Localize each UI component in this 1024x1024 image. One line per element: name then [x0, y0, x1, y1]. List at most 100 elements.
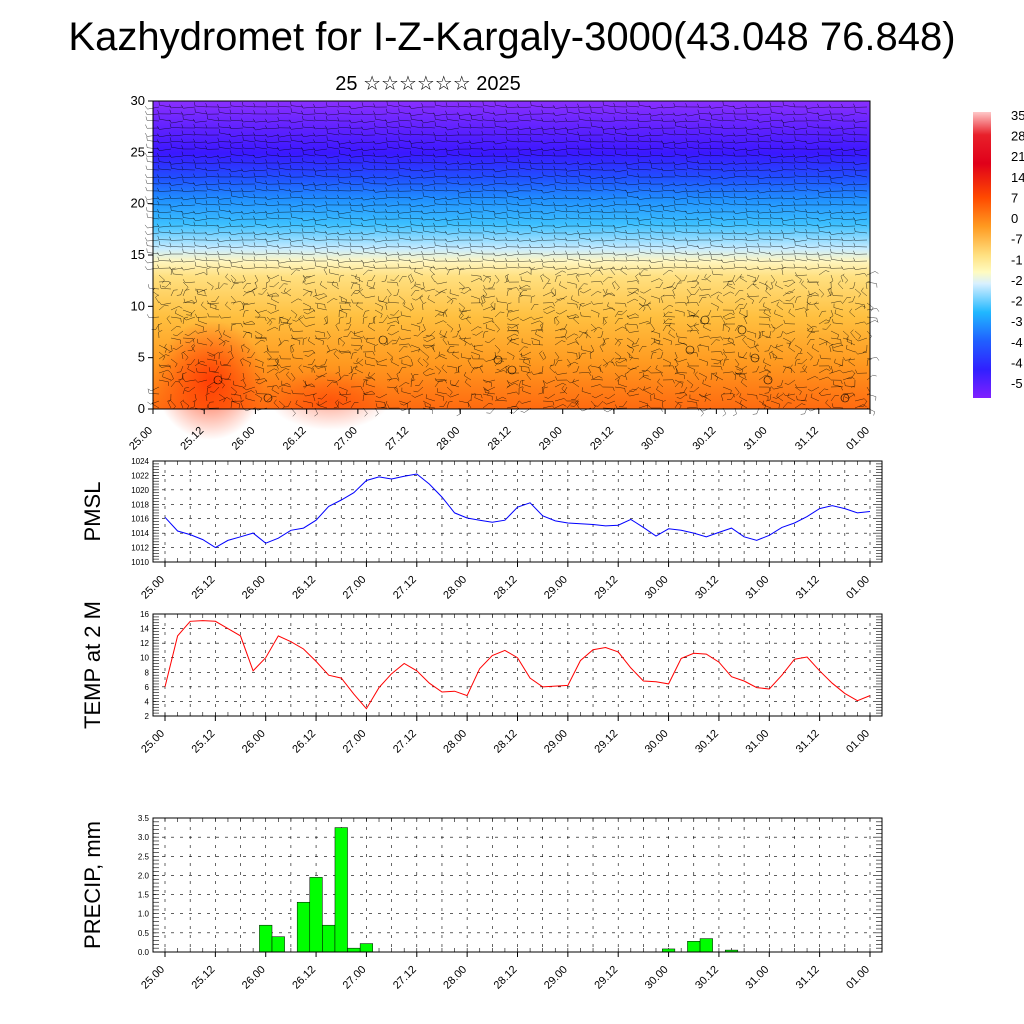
wind-barb-flag [685, 228, 688, 233]
wind-barb-flag [174, 309, 177, 314]
wind-barb [165, 281, 172, 288]
wind-barb [818, 368, 827, 374]
wind-barb [579, 139, 592, 143]
wind-barb-flag [781, 201, 784, 206]
wind-barb-flag [210, 391, 215, 393]
wind-barb [159, 244, 172, 248]
wind-barb [677, 336, 688, 339]
wind-barb-flag [218, 108, 220, 113]
wind-barb [578, 283, 584, 290]
wind-barb [195, 167, 208, 171]
wind-barb [387, 225, 400, 228]
wind-barb-flag [314, 227, 316, 232]
wind-barb [554, 276, 558, 283]
wind-barb-flag [781, 158, 784, 163]
wind-barb-flag [169, 186, 172, 191]
wind-barb [254, 365, 264, 370]
wind-barb [178, 381, 184, 388]
wind-barb [710, 358, 721, 361]
wind-barb-flag [367, 371, 370, 376]
wind-barb [485, 379, 496, 383]
wind-barb [279, 260, 292, 264]
wind-barb [429, 269, 436, 276]
wind-barb [426, 344, 436, 349]
wind-barb [710, 339, 716, 346]
wind-barb [447, 224, 460, 227]
wind-barb-flag [661, 186, 664, 191]
wind-barb [698, 297, 703, 304]
wind-barb-flag [381, 306, 384, 311]
wind-barb-flag [385, 137, 388, 142]
wind-barb [735, 218, 748, 220]
wind-barb-flag [460, 267, 465, 270]
wind-barb [399, 259, 412, 262]
wind-barb-flag [277, 249, 280, 254]
wind-barb-flag [391, 358, 393, 363]
wind-barb-flag [806, 255, 808, 260]
wind-barb [807, 155, 820, 159]
wind-barb [471, 162, 484, 165]
wind-barb-flag [698, 171, 700, 176]
wind-barb [195, 245, 208, 248]
wind-barb-flag [805, 228, 808, 233]
wind-barb-flag [373, 179, 376, 184]
wind-barb-flag [660, 167, 664, 171]
wind-barb [278, 339, 286, 346]
wind-barb [303, 188, 316, 192]
wind-barb [296, 316, 304, 322]
wind-barb-flag [456, 244, 460, 249]
wind-barb [291, 120, 304, 124]
wind-barb-flag [438, 351, 441, 356]
wind-barb [351, 113, 364, 115]
wind-barb [697, 345, 700, 353]
wind-barb-flag [540, 210, 544, 215]
wind-barb [555, 181, 568, 185]
wind-barb [750, 344, 760, 349]
wind-barb-flag [492, 245, 496, 250]
wind-barb [786, 330, 796, 335]
wind-barb-flag [358, 287, 362, 291]
wind-barb [615, 127, 628, 130]
wind-barb [230, 324, 233, 332]
wind-barb [335, 325, 340, 332]
wind-barb-flag [266, 164, 268, 169]
wind-barb [278, 316, 289, 320]
wind-barb [531, 239, 544, 242]
wind-barb [255, 120, 268, 123]
wind-barb-flag [541, 165, 544, 170]
wind-barb-flag [704, 273, 707, 278]
wind-barb-flag [158, 363, 162, 368]
wind-barb-flag [421, 158, 424, 163]
wind-barb-flag [144, 224, 148, 229]
wind-barb [689, 315, 700, 318]
wind-barb-flag [233, 280, 237, 284]
wind-barb [602, 316, 607, 323]
wind-barb-flag [277, 214, 280, 219]
wind-barb [386, 351, 393, 358]
wind-barb [771, 106, 784, 108]
wind-barb-flag [613, 102, 616, 107]
wind-barb-flag [157, 264, 160, 269]
wind-barb-flag [829, 214, 832, 219]
wind-barb-flag [402, 300, 406, 305]
wind-barb [686, 330, 697, 332]
wind-barb-flag [409, 180, 412, 185]
wind-barb [288, 325, 292, 332]
wind-barb-flag [206, 185, 208, 190]
wind-barb [735, 141, 748, 144]
wind-barb-flag [575, 314, 580, 318]
wind-barb-flag [242, 101, 244, 106]
wind-barb-flag [625, 137, 628, 142]
wind-barb [651, 204, 664, 208]
wind-barb [351, 106, 364, 110]
wind-barb-flag [841, 103, 844, 108]
wind-barb [723, 120, 736, 122]
wind-barb-flag [481, 301, 486, 305]
wind-barb [783, 218, 796, 221]
wind-barb [683, 386, 688, 393]
wind-barb [495, 162, 508, 164]
wind-barb [401, 328, 412, 332]
wind-barb-flag [319, 280, 323, 285]
wind-barb-flag [324, 181, 328, 186]
wind-barb [446, 269, 451, 276]
